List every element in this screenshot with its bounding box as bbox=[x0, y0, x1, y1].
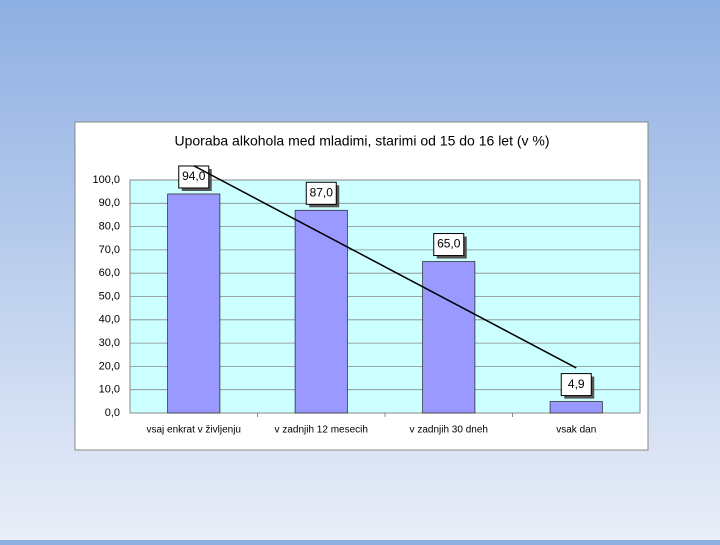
trendline bbox=[193, 165, 577, 369]
y-tick-label: 100,0 bbox=[92, 174, 120, 186]
value-label: 94,0 bbox=[182, 169, 206, 183]
bar bbox=[294, 209, 348, 414]
x-tick-label: v zadnjih 30 dneh bbox=[410, 425, 488, 436]
chart-title: Uporaba alkohola med mladimi, starimi od… bbox=[174, 133, 549, 149]
y-tick-label: 90,0 bbox=[99, 197, 120, 209]
y-tick-label: 0,0 bbox=[105, 407, 120, 419]
bar bbox=[422, 261, 476, 414]
y-tick-label: 80,0 bbox=[99, 221, 120, 233]
value-label-box bbox=[560, 373, 592, 397]
bar bbox=[549, 401, 603, 414]
y-tick-label: 60,0 bbox=[99, 267, 120, 279]
y-tick-label: 10,0 bbox=[99, 384, 120, 396]
value-label-box bbox=[305, 181, 337, 205]
value-label: 65,0 bbox=[437, 237, 461, 251]
y-tick-label: 50,0 bbox=[99, 290, 120, 302]
y-tick-label: 70,0 bbox=[99, 244, 120, 256]
x-tick-label: vsak dan bbox=[556, 425, 596, 436]
y-tick-label: 30,0 bbox=[99, 337, 120, 349]
value-label: 4,9 bbox=[568, 377, 585, 391]
value-label-box bbox=[433, 233, 465, 257]
y-tick-label: 20,0 bbox=[99, 360, 120, 372]
y-tick-label: 40,0 bbox=[99, 314, 120, 326]
x-tick-label: vsaj enkrat v življenju bbox=[147, 425, 241, 436]
bar bbox=[167, 193, 221, 414]
x-tick-label: v zadnjih 12 mesecih bbox=[275, 425, 368, 436]
value-label: 87,0 bbox=[310, 185, 334, 199]
